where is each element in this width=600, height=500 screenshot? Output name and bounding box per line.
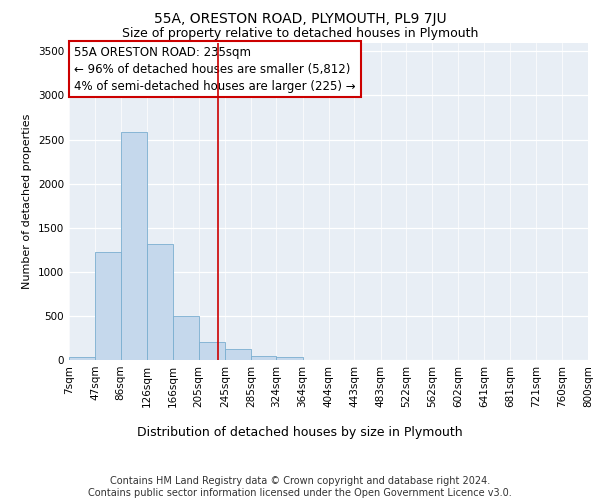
Bar: [199, 342, 225, 360]
Text: Size of property relative to detached houses in Plymouth: Size of property relative to detached ho…: [122, 28, 478, 40]
Bar: [277, 358, 302, 360]
Bar: [147, 244, 173, 360]
Bar: [69, 358, 95, 360]
Bar: [225, 350, 251, 360]
Text: 55A ORESTON ROAD: 235sqm
← 96% of detached houses are smaller (5,812)
4% of semi: 55A ORESTON ROAD: 235sqm ← 96% of detach…: [74, 46, 356, 92]
Text: Contains HM Land Registry data © Crown copyright and database right 2024.
Contai: Contains HM Land Registry data © Crown c…: [88, 476, 512, 498]
Bar: [121, 132, 147, 360]
Bar: [95, 252, 121, 360]
Text: 55A, ORESTON ROAD, PLYMOUTH, PL9 7JU: 55A, ORESTON ROAD, PLYMOUTH, PL9 7JU: [154, 12, 446, 26]
Text: Distribution of detached houses by size in Plymouth: Distribution of detached houses by size …: [137, 426, 463, 439]
Bar: [251, 356, 277, 360]
Bar: [173, 316, 199, 360]
Y-axis label: Number of detached properties: Number of detached properties: [22, 114, 32, 289]
